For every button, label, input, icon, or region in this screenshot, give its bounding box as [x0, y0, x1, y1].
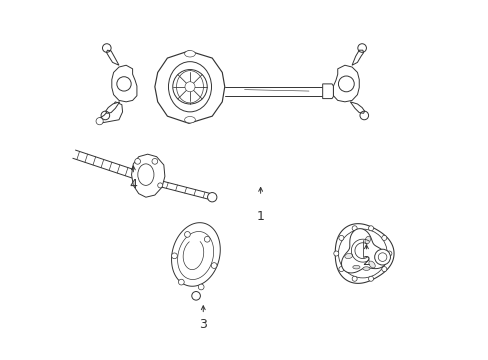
- Circle shape: [386, 251, 391, 256]
- Circle shape: [351, 276, 356, 281]
- Circle shape: [158, 183, 163, 188]
- Circle shape: [333, 251, 338, 256]
- Circle shape: [117, 77, 131, 91]
- Circle shape: [184, 82, 195, 92]
- Text: 2: 2: [362, 255, 369, 268]
- Circle shape: [381, 267, 386, 272]
- Circle shape: [207, 193, 217, 202]
- Circle shape: [96, 118, 103, 125]
- Circle shape: [351, 226, 356, 231]
- Polygon shape: [349, 102, 364, 113]
- Polygon shape: [155, 51, 224, 123]
- Ellipse shape: [352, 265, 359, 269]
- Text: 4: 4: [129, 178, 137, 191]
- Circle shape: [171, 253, 177, 259]
- Text: 1: 1: [256, 211, 264, 224]
- Circle shape: [186, 83, 193, 90]
- Circle shape: [172, 69, 207, 104]
- Circle shape: [338, 235, 343, 240]
- Circle shape: [381, 235, 386, 240]
- Ellipse shape: [368, 261, 374, 268]
- Ellipse shape: [138, 164, 154, 185]
- Circle shape: [179, 76, 201, 98]
- Polygon shape: [171, 223, 220, 286]
- Ellipse shape: [184, 50, 195, 57]
- Circle shape: [368, 276, 373, 281]
- Polygon shape: [131, 154, 164, 197]
- Circle shape: [368, 226, 373, 231]
- Ellipse shape: [184, 117, 195, 123]
- Ellipse shape: [344, 253, 352, 258]
- Polygon shape: [341, 229, 386, 273]
- Ellipse shape: [176, 71, 203, 103]
- Ellipse shape: [168, 62, 211, 112]
- Ellipse shape: [362, 267, 369, 270]
- Polygon shape: [335, 224, 393, 283]
- Circle shape: [184, 231, 190, 237]
- Circle shape: [198, 284, 203, 290]
- Circle shape: [191, 292, 200, 300]
- Polygon shape: [106, 50, 119, 65]
- Polygon shape: [112, 65, 137, 102]
- Polygon shape: [105, 102, 120, 113]
- Circle shape: [135, 158, 140, 164]
- Circle shape: [338, 229, 386, 278]
- Circle shape: [211, 263, 217, 269]
- Ellipse shape: [364, 236, 370, 244]
- Circle shape: [374, 249, 389, 265]
- Polygon shape: [333, 65, 359, 102]
- Polygon shape: [99, 102, 122, 123]
- Circle shape: [338, 267, 343, 272]
- Circle shape: [152, 158, 158, 164]
- Circle shape: [204, 237, 210, 242]
- Polygon shape: [351, 50, 363, 65]
- Text: 3: 3: [199, 318, 207, 331]
- Circle shape: [338, 76, 353, 92]
- Circle shape: [178, 279, 184, 285]
- Circle shape: [378, 253, 386, 261]
- Polygon shape: [322, 84, 333, 99]
